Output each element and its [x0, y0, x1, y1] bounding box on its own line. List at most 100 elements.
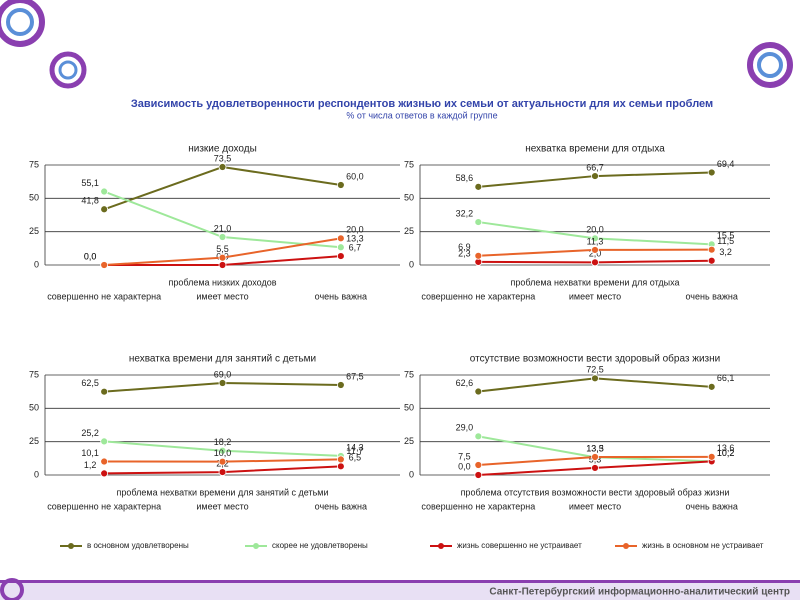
footer: Санкт-Петербургский информационно-аналит… [489, 586, 790, 598]
point [336, 234, 345, 243]
x-tick-label: совершенно не характерна [47, 501, 161, 511]
data-label: 11,5 [717, 236, 734, 246]
point [100, 437, 109, 446]
point [218, 446, 227, 455]
y-tick-label: 50 [404, 193, 414, 203]
x-tick-label: очень важна [685, 501, 737, 511]
y-tick-label: 0 [34, 259, 39, 269]
legend-marker [68, 543, 74, 549]
point [591, 464, 599, 472]
data-label: 13,3 [346, 234, 364, 244]
data-label: 6,5 [349, 453, 362, 463]
y-tick-label: 50 [29, 193, 39, 203]
legend-label: жизнь совершенно не устраивает [457, 541, 582, 550]
point [474, 182, 483, 191]
point [100, 187, 109, 196]
y-tick-label: 25 [29, 226, 39, 236]
data-label: 21,0 [214, 223, 232, 233]
point [100, 457, 109, 466]
chart-title: отсутствие возможности вести здоровый об… [470, 353, 720, 365]
data-label: 6,7 [349, 242, 362, 252]
data-label: 58,6 [456, 173, 474, 183]
y-tick-label: 25 [404, 226, 414, 236]
data-label: 55,1 [81, 178, 99, 188]
data-label: 25,2 [81, 428, 99, 438]
x-tick-label: очень важна [315, 291, 367, 301]
y-tick-label: 50 [29, 403, 39, 413]
data-label: 7,5 [458, 451, 471, 461]
x-tick-label: имеет место [196, 291, 248, 301]
data-label: 66,7 [586, 162, 604, 172]
data-label: 2,3 [458, 248, 471, 258]
point [336, 252, 345, 260]
data-label: 18,2 [214, 437, 232, 447]
data-label: 20,0 [586, 225, 604, 235]
data-label: 14,3 [346, 442, 364, 452]
legend-label: в основном удовлетворены [87, 541, 189, 550]
data-label: 6,9 [458, 242, 471, 252]
point [218, 163, 227, 171]
data-label: 13,5 [586, 443, 604, 453]
legend-marker [253, 543, 259, 549]
point [591, 246, 599, 254]
point [591, 374, 599, 383]
data-label: 41,8 [81, 196, 99, 206]
y-tick-label: 75 [29, 369, 39, 379]
x-tick-label: имеет место [569, 501, 621, 511]
legend-label: жизнь в основном не устраивает [642, 541, 764, 550]
data-label: 69,4 [717, 159, 735, 169]
point [218, 468, 227, 476]
y-tick-label: 75 [404, 369, 414, 379]
x-tick-label: совершенно не характерна [421, 501, 535, 511]
data-label: 15,5 [717, 231, 735, 241]
point [474, 471, 483, 479]
legend-marker [438, 543, 444, 549]
point [591, 234, 599, 243]
x-tick-label: очень важна [315, 501, 367, 511]
y-tick-label: 25 [29, 436, 39, 446]
point [591, 172, 599, 180]
x-tick-label: имеет место [569, 291, 621, 301]
point [707, 168, 716, 177]
chart-title: нехватка времени для отдыха [525, 144, 665, 155]
data-label: 10,2 [717, 448, 735, 458]
y-tick-label: 0 [34, 469, 39, 479]
data-label: 67,5 [346, 371, 364, 381]
data-label: 13,3 [586, 444, 604, 454]
legend-marker [623, 543, 629, 549]
x-axis-title: проблема нехватки времени для отдыха [510, 277, 679, 287]
y-tick-label: 25 [404, 436, 414, 446]
point [218, 253, 227, 262]
data-label: 32,2 [456, 208, 474, 218]
x-tick-label: имеет место [196, 501, 248, 511]
x-tick-label: очень важна [685, 291, 737, 301]
data-label: 72,5 [586, 365, 604, 375]
point [707, 382, 716, 391]
chart-title: нехватка времени для занятий с детьми [129, 354, 316, 365]
data-label: 73,5 [214, 153, 232, 163]
x-tick-label: совершенно не характерна [47, 291, 161, 301]
point [336, 455, 345, 464]
point [218, 379, 227, 387]
point [474, 251, 483, 260]
point [218, 233, 227, 241]
subtitle: % от числа ответов в каждой группе [346, 110, 497, 120]
point [100, 205, 109, 214]
legend-label: скорее не удовлетворены [272, 541, 368, 550]
point [100, 469, 109, 478]
chart-title: низкие доходы [188, 144, 257, 155]
x-axis-title: проблема отсутствия возможности вести зд… [461, 487, 730, 497]
y-tick-label: 50 [404, 403, 414, 413]
data-label: 29,0 [456, 423, 474, 433]
data-label: 62,6 [456, 378, 474, 388]
data-label: 0,0 [458, 461, 471, 471]
x-axis-title: проблема нехватки времени для занятий с … [117, 487, 329, 497]
point [336, 243, 345, 252]
point [707, 245, 716, 254]
y-tick-label: 0 [409, 259, 414, 269]
y-tick-label: 0 [409, 469, 414, 479]
series-line [103, 165, 341, 211]
data-label: 69,0 [214, 369, 232, 379]
